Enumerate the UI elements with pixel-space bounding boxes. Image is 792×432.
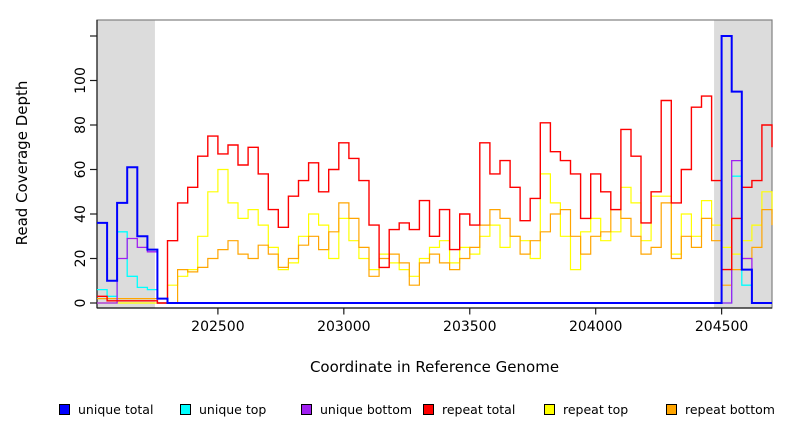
- legend-item-unique-total: unique total: [59, 399, 153, 419]
- y-axis-tick-label: 0: [73, 299, 89, 308]
- y-axis-tick-label: 60: [73, 161, 89, 179]
- legend-item-repeat-total: repeat total: [423, 399, 515, 419]
- legend-item-unique-bottom: unique bottom: [301, 399, 412, 419]
- x-axis-tick-label: 202500: [191, 319, 244, 335]
- chart-canvas: 0 20 40 60 80 100 202500 203000 203500 204000 2045…: [73, 19, 773, 335]
- y-axis-tick-label: 20: [73, 250, 89, 268]
- x-axis-tick-label: 203000: [317, 319, 370, 335]
- legend-label: unique total: [78, 401, 154, 417]
- masked-region: [97, 20, 155, 308]
- x-axis-tick-label: 204500: [695, 319, 748, 335]
- legend-item-repeat-top: repeat top: [544, 399, 628, 419]
- legend-item-repeat-bottom: repeat bottom: [666, 399, 775, 419]
- x-axis-tick-label: 203500: [443, 319, 496, 335]
- legend-label: unique top: [199, 401, 267, 417]
- legend-label: repeat top: [563, 401, 629, 417]
- x-axis-tick-label: 204000: [569, 319, 622, 335]
- legend-swatch-repeat-bottom: [666, 403, 677, 415]
- y-axis-tick-label: 40: [73, 205, 89, 223]
- legend-label: repeat total: [442, 401, 516, 417]
- legend-item-unique-top: unique top: [180, 399, 266, 419]
- legend-swatch-unique-bottom: [301, 403, 312, 415]
- x-axis-title: Coordinate in Reference Genome: [309, 358, 560, 376]
- series-line-repeat-top: [97, 168, 773, 304]
- legend-label: repeat bottom: [685, 401, 775, 417]
- series-line-repeat-bottom: [97, 202, 773, 304]
- legend-swatch-repeat-total: [423, 403, 434, 415]
- legend-label: unique bottom: [320, 401, 413, 417]
- series-line-unique-total: [97, 35, 772, 304]
- masked-region: [714, 20, 772, 308]
- legend-swatch-unique-top: [180, 403, 191, 415]
- y-axis-tick-label: 80: [73, 116, 89, 134]
- legend: unique total unique top unique bottom repea…: [0, 399, 792, 419]
- y-axis-tick-label: 100: [73, 67, 89, 94]
- series-line-repeat-total: [97, 95, 773, 304]
- legend-swatch-unique-total: [59, 403, 70, 415]
- y-axis-title: Read Coverage Depth: [13, 80, 31, 246]
- legend-swatch-repeat-top: [544, 403, 555, 415]
